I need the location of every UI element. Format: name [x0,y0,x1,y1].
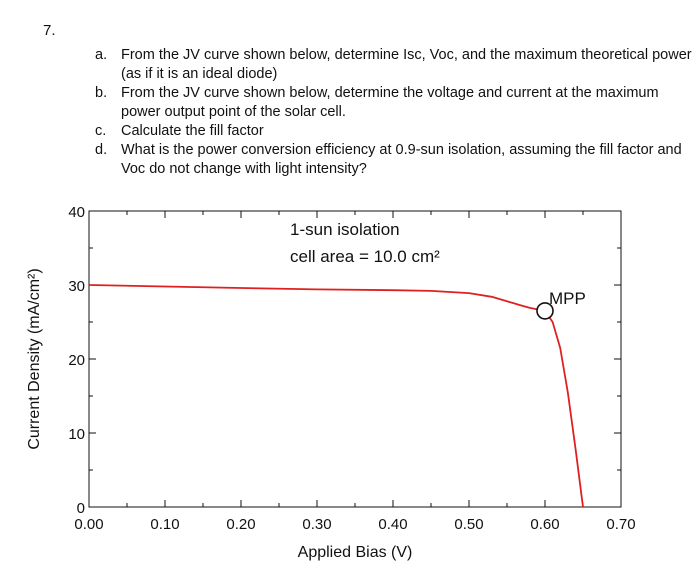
x-tick-label: 0.00 [74,516,103,533]
item-text: What is the power conversion efficiency … [121,142,682,177]
x-axis-title: Applied Bias (V) [298,544,413,561]
question-item-a: a. From the JV curve shown below, determ… [95,46,693,84]
x-tick-label: 0.50 [454,516,483,533]
question-item-d: d. What is the power conversion efficien… [95,141,693,179]
annotation-cell-area: cell area = 10.0 cm² [290,247,440,266]
y-axis-title: Current Density (mA/cm²) [26,268,43,449]
item-text: From the JV curve shown below, determine… [121,85,659,120]
y-tick-label: 10 [68,426,85,443]
item-label: b. [95,85,108,101]
y-tick-label: 20 [68,352,85,369]
y-tick-label: 40 [68,204,85,221]
y-tick-label: 0 [77,500,85,517]
item-label: a. [95,47,108,63]
x-tick-label: 0.60 [530,516,559,533]
x-tick-label: 0.30 [302,516,331,533]
item-text: Calculate the fill factor [121,123,264,139]
question-item-b: b. From the JV curve shown below, determ… [95,84,693,122]
tick-labels: 0.00 0.10 0.20 0.30 0.40 0.50 0.60 0.70 0 10 20 30 4… [68,204,635,533]
annotation-isolation: 1-sun isolation [290,220,400,239]
y-tick-label: 30 [68,278,85,295]
question-list: a. From the JV curve shown below, determ… [95,46,693,179]
question-number: 7. [43,22,56,39]
jv-curve [88,284,584,508]
item-label: c. [95,123,107,139]
question-item-c: c. Calculate the fill factor [95,122,693,141]
item-text: From the JV curve shown below, determine… [121,47,692,82]
x-tick-label: 0.40 [378,516,407,533]
mpp-marker [536,302,554,320]
axis-ticks [88,210,622,508]
mpp-label: MPP [549,289,586,308]
x-tick-label: 0.70 [606,516,635,533]
x-tick-label: 0.20 [226,516,255,533]
item-label: d. [95,142,108,158]
x-tick-label: 0.10 [150,516,179,533]
